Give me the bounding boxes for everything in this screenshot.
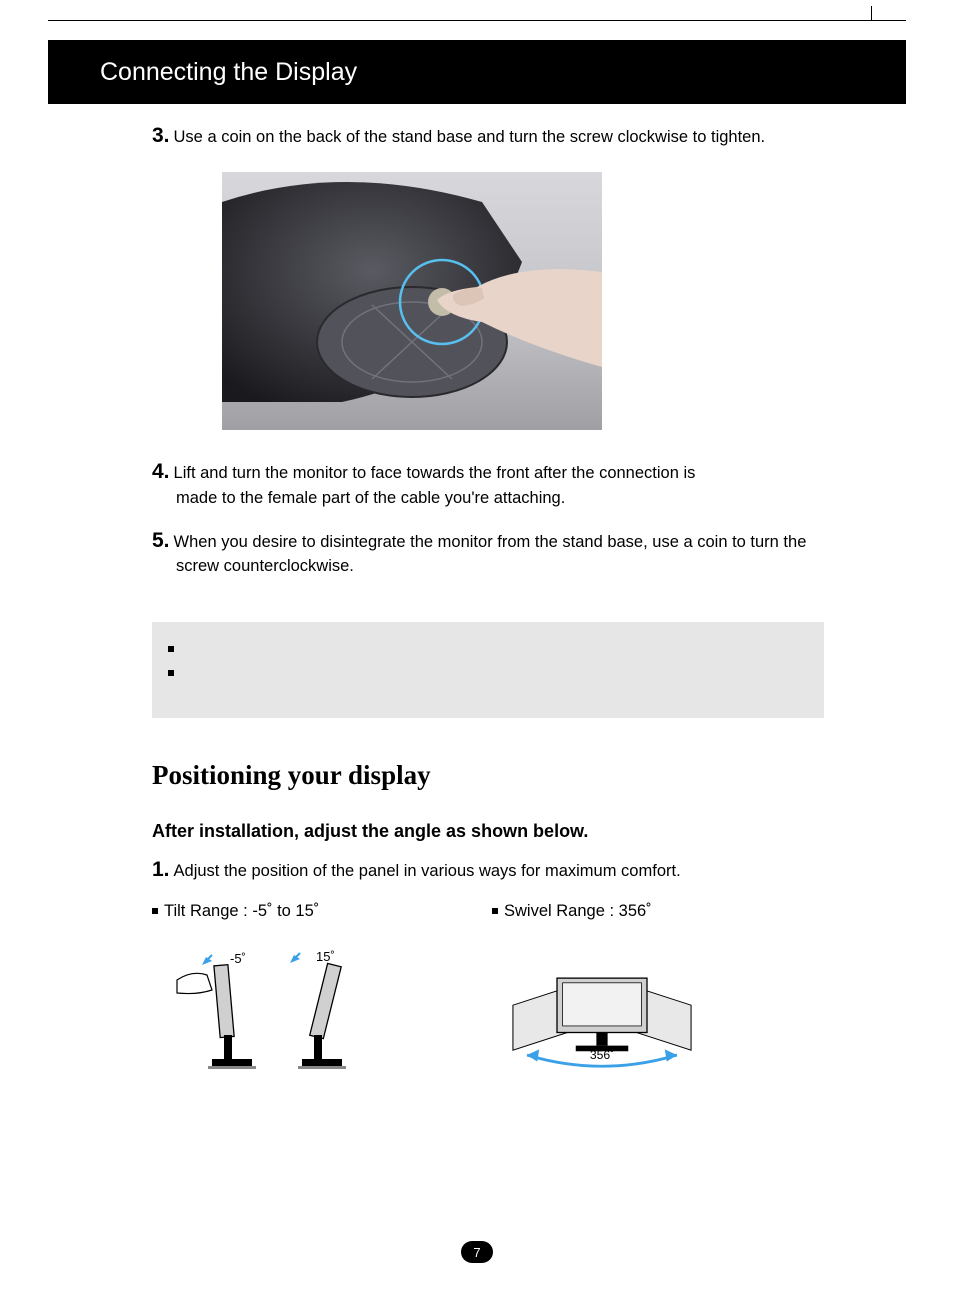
step-text: Lift and turn the monitor to face toward… [174,464,696,482]
range-columns: Tilt Range : -5˚ to 15˚ -5˚ [152,902,824,1090]
bullet-icon [492,908,498,914]
header-bar: Connecting the Display [48,40,906,104]
tilt-range-label: Tilt Range : -5˚ to 15˚ [152,902,372,921]
step-number: 4. [152,460,170,483]
swivel-range-label: Swivel Range : 356˚ [492,902,712,921]
swivel-diagram: 356˚ [492,935,712,1085]
photo-svg [222,172,602,430]
section-subhead: After installation, adjust the angle as … [152,821,824,842]
step-5: 5.When you desire to disintegrate the mo… [152,527,824,578]
swivel-label: 356˚ [590,1048,614,1062]
step-number: 1. [152,858,170,881]
bullet-icon [168,646,174,652]
step-number: 3. [152,124,170,147]
step-3: 3.Use a coin on the back of the stand ba… [152,122,824,150]
photo-coin-screw [222,172,602,430]
tilt-pos-label: 15˚ [316,949,335,964]
note-box [152,622,824,718]
step-text-cont: made to the female part of the cable you… [176,487,824,509]
bullet-icon [168,670,174,676]
step-text-cont: screw counterclockwise. [176,555,824,577]
header-title: Connecting the Display [100,58,357,87]
top-rule [48,20,906,21]
step-text: Use a coin on the back of the stand base… [174,128,766,146]
tilt-column: Tilt Range : -5˚ to 15˚ -5˚ [152,902,372,1090]
step-1-position: 1.Adjust the position of the panel in va… [152,856,824,884]
step-text: Adjust the position of the panel in vari… [174,862,681,880]
tilt-neg-label: -5˚ [230,951,246,966]
step-text: When you desire to disintegrate the moni… [174,533,807,551]
step-number: 5. [152,529,170,552]
step-4: 4.Lift and turn the monitor to face towa… [152,458,824,509]
crop-mark [871,6,872,20]
tilt-diagram: -5˚ 15˚ [152,935,372,1085]
swivel-column: Swivel Range : 356˚ [492,902,712,1090]
tilt-range-text: Tilt Range : -5˚ to 15˚ [164,902,319,920]
content: 3.Use a coin on the back of the stand ba… [152,122,824,1090]
page: Connecting the Display 3.Use a coin on t… [0,0,954,1305]
page-number: 7 [461,1241,493,1263]
page-number-text: 7 [473,1245,480,1260]
section-title: Positioning your display [152,760,824,791]
bullet-icon [152,908,158,914]
swivel-range-text: Swivel Range : 356˚ [504,902,652,920]
